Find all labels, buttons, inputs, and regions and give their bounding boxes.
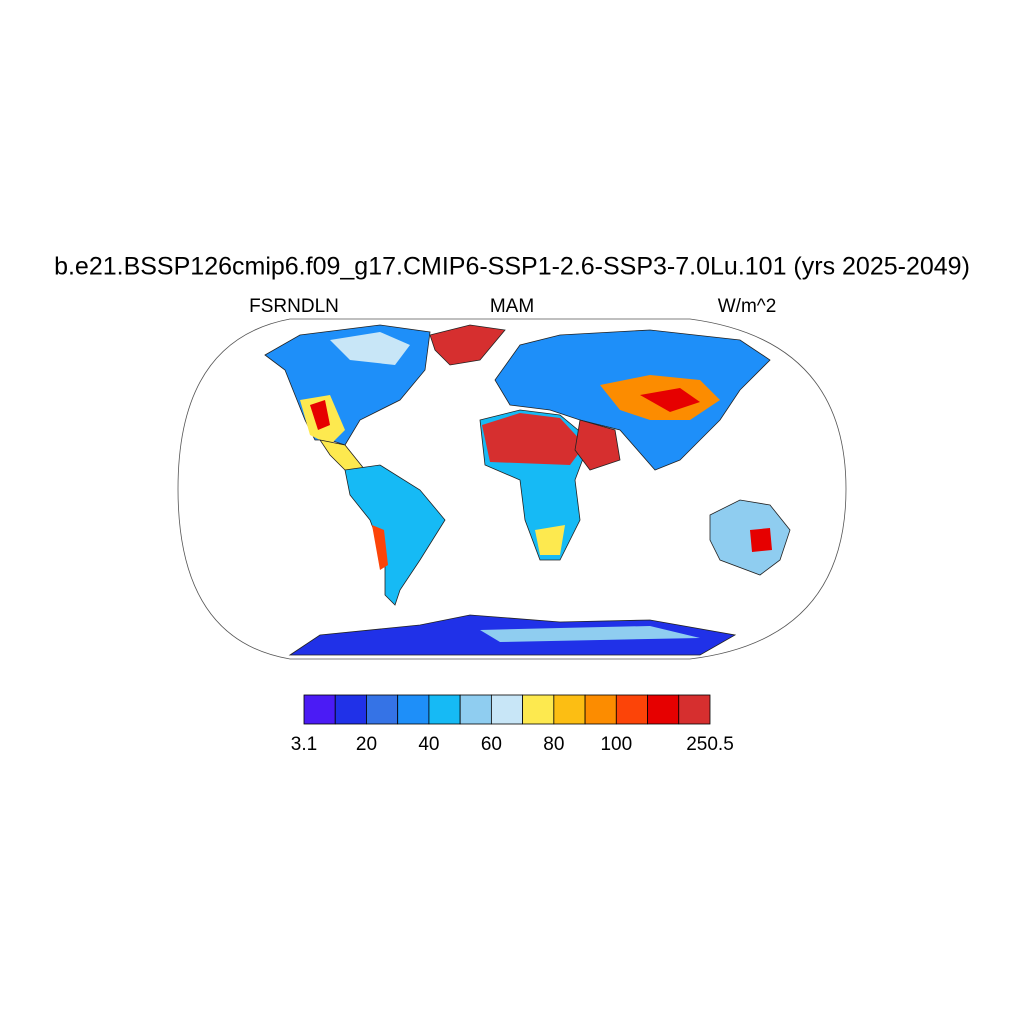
canada-light xyxy=(330,332,410,365)
colorbar: 3.1 20 40 60 80 100 250.5 xyxy=(291,694,734,755)
colorbar-box xyxy=(366,694,399,725)
antarctica-light xyxy=(480,626,700,642)
colorbar-label: 100 xyxy=(600,734,632,755)
arabia xyxy=(574,419,621,471)
subtitle-left: FSRNDLN xyxy=(249,296,339,317)
sahara xyxy=(482,413,585,465)
colorbar-box xyxy=(490,694,524,725)
colorbar-label: 3.1 xyxy=(291,734,317,755)
colorbar-box xyxy=(615,694,648,725)
colorbar-box xyxy=(428,694,461,725)
south-america xyxy=(344,464,446,606)
subtitle-right: W/m^2 xyxy=(718,296,777,317)
colorbar-box xyxy=(459,694,492,725)
colorbar-label: 250.5 xyxy=(686,734,734,755)
colorbar-label: 80 xyxy=(543,734,564,755)
colorbar-box xyxy=(647,694,680,725)
colorbar-box xyxy=(522,694,555,725)
asia-hot xyxy=(640,388,700,412)
australia-hot xyxy=(750,528,772,552)
colorbar-label: 60 xyxy=(481,734,502,755)
colorbar-label: 40 xyxy=(418,734,439,755)
colorbar-box xyxy=(678,694,711,725)
subtitle-center: MAM xyxy=(490,296,534,317)
title: b.e21.BSSP126cmip6.f09_g17.CMIP6-SSP1-2.… xyxy=(54,253,970,281)
greenland xyxy=(429,324,506,366)
colorbar-box xyxy=(303,694,336,725)
andes-hot xyxy=(372,525,388,570)
colorbar-box xyxy=(334,694,367,725)
colorbar-box xyxy=(397,694,430,725)
colorbar-label: 20 xyxy=(356,734,377,755)
north-america-hot xyxy=(310,400,330,430)
map xyxy=(177,318,847,660)
colorbar-box xyxy=(553,694,586,725)
southern-africa-warm xyxy=(535,525,565,555)
colorbar-box xyxy=(584,694,617,725)
australia xyxy=(709,499,791,576)
